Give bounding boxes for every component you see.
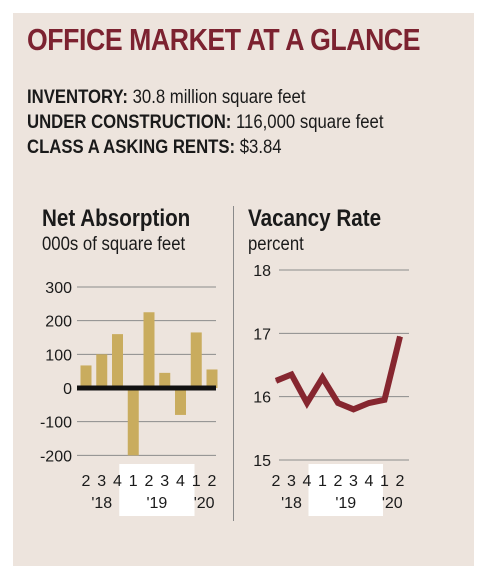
vacancy-point [322,377,323,379]
absorption-tick-label: 4 [176,473,185,490]
vacancy-tick-label: 4 [303,473,312,490]
absorption-bar [190,332,202,388]
vacancy-tick-label: 2 [396,473,405,490]
vacancy-series-line [274,335,403,413]
absorption-tick-label: 2 [82,473,91,490]
chart-divider [233,206,234,521]
stat-value: 116,000 square feet [236,112,384,133]
stat-label: CLASS A ASKING RENTS: [27,137,236,158]
absorption-y-tick-label: 100 [45,347,72,364]
absorption-bar [96,354,108,388]
absorption-bar [80,365,92,388]
vacancy-point [275,380,277,382]
absorption-bar [175,388,186,415]
absorption-year-highlight [119,464,195,516]
absorption-chart-subtitle: 000s of square feet [42,234,186,255]
absorption-tick-label: 2 [208,473,217,490]
absorption-year-label: '19 [146,495,167,512]
vacancy-point [337,402,339,404]
absorption-y-tick-label: 300 [45,280,72,297]
stat-label: INVENTORY: [27,87,128,108]
vacancy-year-label: '20 [382,495,403,512]
absorption-bar [159,372,171,388]
vacancy-tick-label: 1 [318,473,327,490]
stat-value: 30.8 million square feet [132,87,306,108]
vacancy-tick-label: 2 [334,473,343,490]
vacancy-y-tick-label: 18 [253,263,271,280]
vacancy-year-label: '18 [281,495,302,512]
vacancy-y-tick-label: 15 [253,453,271,470]
absorption-tick-label: 3 [97,473,106,490]
vacancy-point [384,399,385,401]
absorption-year-label: '20 [194,495,215,512]
vacancy-chart-subtitle: percent [248,234,304,255]
absorption-y-tick-label: -200 [40,448,72,465]
stat-class-a-rents: CLASS A ASKING RENTS: $3.84 [27,137,282,159]
vacancy-point [291,374,292,375]
absorption-chart-title: Net Absorption [42,205,191,232]
absorption-tick-label: 1 [192,473,201,490]
absorption-y-tick-label: 0 [63,381,72,398]
vacancy-point [306,402,308,404]
absorption-bar [112,334,123,388]
vacancy-year-label: '19 [335,495,356,512]
vacancy-y-tick-label: 17 [253,326,271,343]
vacancy-point [399,336,401,337]
stat-value: $3.84 [239,137,282,158]
page-title: OFFICE MARKET AT A GLANCE [27,22,421,57]
absorption-tick-label: 3 [160,473,169,490]
vacancy-tick-label: 2 [272,473,281,490]
stat-inventory: INVENTORY: 30.8 million square feet [27,87,305,109]
vacancy-year-highlight [308,464,383,516]
absorption-bar [143,312,155,388]
panel-background [13,13,474,566]
absorption-y-tick-label: 200 [45,314,72,331]
vacancy-tick-label: 4 [365,473,374,490]
vacancy-chart-title: Vacancy Rate [248,205,382,232]
stat-label: UNDER CONSTRUCTION: [27,112,232,133]
absorption-tick-label: 1 [129,473,138,490]
stat-under-construction: UNDER CONSTRUCTION: 116,000 square feet [27,112,384,134]
vacancy-point [368,402,370,404]
absorption-bar [127,388,139,456]
vacancy-y-tick-label: 16 [253,390,271,407]
absorption-year-label: '18 [91,495,112,512]
vacancy-point [353,408,354,410]
absorption-bar [206,369,218,388]
vacancy-tick-label: 3 [287,473,296,490]
absorption-tick-label: 2 [145,473,154,490]
vacancy-tick-label: 3 [349,473,358,490]
absorption-y-tick-label: -100 [40,415,72,432]
absorption-tick-label: 4 [113,473,122,490]
vacancy-tick-label: 1 [380,473,389,490]
